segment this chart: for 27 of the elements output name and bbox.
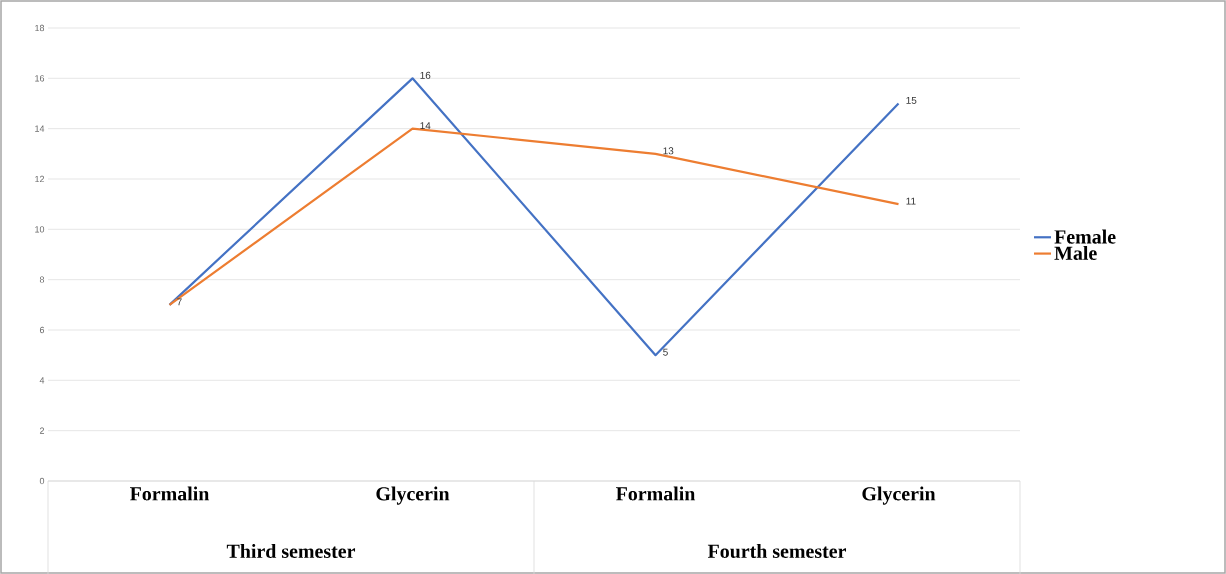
y-tick-label: 10 — [35, 225, 45, 233]
y-tick-label: 0 — [39, 477, 45, 484]
x-tick-label: Glycerin — [376, 486, 450, 505]
y-tick-label: 6 — [39, 326, 45, 333]
y-tick-label: 4 — [39, 377, 45, 384]
data-label: 11 — [906, 197, 916, 205]
x-tick-label: Formalin — [130, 486, 210, 501]
line-series — [168, 77, 900, 357]
y-tick-label: 2 — [39, 427, 45, 434]
x-tick-label: Glycerin — [862, 486, 936, 505]
y-tick-label: 8 — [39, 276, 45, 283]
legend-label: Male — [1054, 245, 1097, 260]
legend-label: Female — [1054, 229, 1116, 244]
data-label: 5 — [663, 348, 668, 356]
text: Fourth semester — [707, 543, 847, 558]
data-label: 13 — [663, 147, 674, 155]
data-label: 15 — [906, 96, 917, 104]
y-tick-label: 16 — [35, 74, 45, 82]
y-tick-label: 18 — [35, 24, 45, 31]
y-tick-label: 14 — [35, 125, 45, 132]
data-label: 7 — [177, 298, 182, 306]
line-series — [168, 127, 900, 306]
text: Third semester — [226, 543, 356, 558]
y-tick-label: 12 — [35, 175, 45, 182]
data-label: 14 — [420, 122, 431, 129]
x-tick-label: Formalin — [616, 486, 696, 501]
data-label: 16 — [420, 71, 431, 79]
